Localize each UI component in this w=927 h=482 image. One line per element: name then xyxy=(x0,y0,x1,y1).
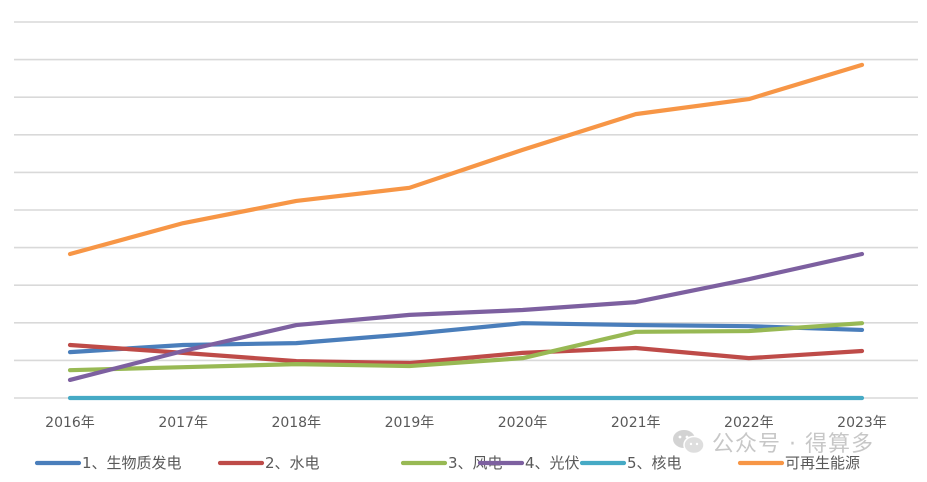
legend-item: 2、水电 xyxy=(217,454,320,472)
x-axis-tick-labels: 2016年 2017年 2018年 2019年 2020年 2021年 2022年 2023年 xyxy=(45,415,887,431)
legend-item: 5、核电 xyxy=(579,454,682,472)
x-tick-label: 2022年 xyxy=(724,415,774,431)
series-lines xyxy=(67,62,865,401)
series-line-2 xyxy=(67,342,865,366)
legend-item: 4、光伏 xyxy=(477,454,580,472)
x-tick-label: 2016年 xyxy=(45,415,95,431)
series-line-6 xyxy=(67,62,865,257)
gridlines xyxy=(14,21,918,399)
legend-label: 1、生物质发电 xyxy=(82,454,182,472)
x-tick-label: 2021年 xyxy=(611,415,661,431)
legend-label: 4、光伏 xyxy=(525,454,580,472)
x-tick-label: 2018年 xyxy=(271,415,321,431)
legend-item: 1、生物质发电 xyxy=(34,454,182,472)
series-line-4 xyxy=(67,251,865,383)
x-tick-label: 2020年 xyxy=(498,415,548,431)
x-tick-label: 2023年 xyxy=(837,415,887,431)
legend-item: 可再生能源 xyxy=(737,454,860,472)
x-tick-label: 2017年 xyxy=(158,415,208,431)
x-tick-label: 2019年 xyxy=(385,415,435,431)
legend-item: 3、风电 xyxy=(400,454,503,472)
legend-label: 3、风电 xyxy=(448,454,503,472)
legend: 1、生物质发电 2、水电 3、风电 4、光伏 5、核电 可再生能源 xyxy=(34,454,860,472)
legend-label: 2、水电 xyxy=(265,454,320,472)
legend-label: 5、核电 xyxy=(627,454,682,472)
legend-label: 可再生能源 xyxy=(785,454,860,472)
series-line-3 xyxy=(67,321,865,373)
